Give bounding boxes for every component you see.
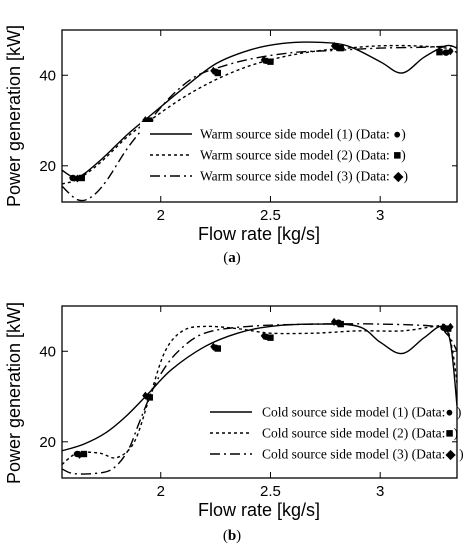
data-markers (69, 41, 454, 183)
data-curves (61, 323, 458, 475)
data-point-diamond (76, 450, 83, 459)
plot-frame (61, 29, 458, 203)
x-tick-labels: 2 2.5 3 (157, 207, 385, 224)
x-tick-label: 2.5 (260, 483, 281, 500)
data-point-diamond (447, 322, 454, 331)
legend-label: Warm source side model (1) (Data: ●) (200, 127, 406, 142)
legend-label: Cold source side model (3) (Data:◆ ) (262, 447, 464, 462)
data-point-square (144, 118, 151, 125)
legend: Cold source side model (1) (Data:● ) Cold… (210, 405, 464, 462)
y-tick-label: 20 (39, 434, 56, 451)
data-point-square (337, 44, 344, 52)
panel-label: (a) (223, 250, 241, 266)
data-point-square (267, 58, 274, 65)
data-point-circle (69, 174, 77, 182)
data-point-square (267, 334, 274, 341)
data-point-square (80, 450, 88, 458)
tick-marks (62, 306, 457, 478)
y-tick-label: 40 (39, 343, 56, 360)
data-point-diamond (330, 41, 338, 50)
data-point-diamond (74, 174, 81, 183)
data-point-square (78, 174, 85, 182)
x-tick-label: 3 (376, 207, 384, 224)
tick-marks (62, 30, 457, 202)
x-axis-label: Flow rate [kg/s] (198, 500, 320, 520)
x-tick-labels: 2 2.5 3 (157, 483, 385, 500)
data-point-square (337, 320, 344, 328)
legend-label: Cold source side model (2) (Data:■) (262, 426, 458, 441)
data-markers (73, 317, 454, 459)
series-line-1 (61, 41, 458, 178)
data-point-diamond (210, 66, 217, 75)
x-tick-label: 3 (376, 483, 384, 500)
data-point-diamond (447, 47, 454, 56)
data-point-square (214, 345, 222, 352)
y-axis-label: Power generation [kW] (4, 25, 24, 207)
legend-label: Warm source side model (3) (Data: ◆) (200, 169, 408, 184)
legend-box (140, 122, 452, 188)
y-tick-label: 20 (39, 158, 56, 175)
data-point-square (445, 325, 452, 332)
series-line-2 (61, 44, 458, 185)
x-tick-label: 2 (157, 483, 165, 500)
series-line-2 (61, 323, 458, 465)
data-point-square (146, 394, 153, 401)
x-tick-label: 2 (157, 207, 165, 224)
data-point-square (436, 48, 443, 56)
data-point-diamond (260, 55, 268, 64)
data-point-diamond (142, 116, 149, 125)
data-point-square (214, 69, 222, 77)
series-line-3 (61, 323, 458, 475)
data-point-diamond (330, 317, 338, 326)
plot-frame (61, 305, 458, 479)
data-point-diamond (142, 391, 149, 400)
x-axis-label: Flow rate [kg/s] (198, 224, 320, 244)
panel-label: (b) (223, 528, 241, 544)
legend: Warm source side model (1) (Data: ●) Warm… (150, 127, 408, 184)
y-tick-label: 40 (39, 67, 56, 84)
data-point-diamond (260, 331, 268, 340)
legend-label: Warm source side model (2) (Data: ■) (200, 148, 406, 163)
y-axis-label: Power generation [kW] (4, 302, 24, 484)
data-point-diamond (210, 342, 217, 351)
x-tick-label: 2.5 (260, 207, 281, 224)
legend-label: Cold source side model (1) (Data:● ) (262, 405, 461, 420)
series-line-1 (61, 323, 458, 452)
data-curves (61, 41, 458, 202)
